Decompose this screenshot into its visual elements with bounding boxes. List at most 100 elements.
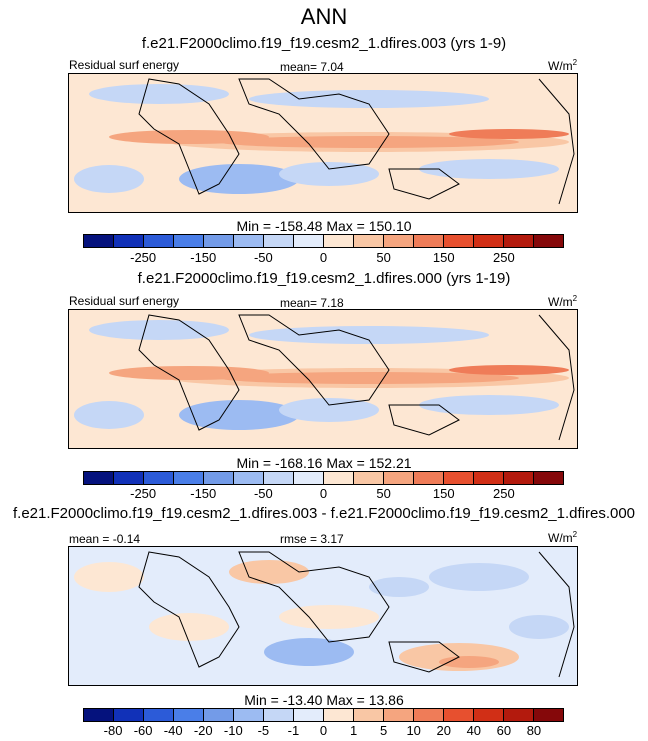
- colorbar-tick-label: -60: [133, 723, 153, 738]
- colorbar-tick-label: 0: [319, 250, 328, 265]
- panel3-units: W/m2: [548, 530, 578, 545]
- colorbar-tick-label: -150: [190, 486, 217, 501]
- colorbar-tick-label: -150: [190, 250, 217, 265]
- colorbar-swatch: [144, 472, 174, 484]
- colorbar-swatch: [234, 235, 264, 247]
- colorbar-swatch: [84, 472, 114, 484]
- colorbar-tick-label: -10: [223, 723, 243, 738]
- colorbar-tick-label: 20: [436, 723, 451, 738]
- colorbar-swatch: [114, 235, 144, 247]
- colorbar-swatch: [444, 472, 474, 484]
- colorbar-tick-label: -40: [163, 723, 183, 738]
- colorbar-tick-label: 50: [376, 486, 391, 501]
- panel1-mean: mean= 7.04: [280, 60, 344, 74]
- colorbar-swatch: [264, 235, 294, 247]
- colorbar-swatch: [144, 709, 174, 721]
- colorbar-swatch: [174, 472, 204, 484]
- colorbar-swatch: [504, 472, 534, 484]
- colorbar-tick-label: 5: [380, 723, 388, 738]
- panel2-colorbar: [83, 471, 564, 485]
- colorbar-swatch: [504, 709, 534, 721]
- panel2-minmax: Min = -168.16 Max = 152.21: [236, 455, 412, 471]
- panel1-left-label: Residual surf energy: [69, 58, 180, 72]
- colorbar-tick-label: 150: [432, 486, 455, 501]
- panel3-colorbar: [83, 708, 564, 722]
- colorbar-tick-label: 1: [349, 723, 358, 738]
- panel1-map: [68, 73, 578, 213]
- panel2-map: [68, 309, 578, 449]
- colorbar-swatch: [414, 709, 444, 721]
- colorbar-swatch: [84, 235, 114, 247]
- colorbar-swatch: [204, 472, 234, 484]
- colorbar-tick-label: -5: [257, 723, 270, 738]
- colorbar-tick-label: -1: [287, 723, 300, 738]
- colorbar-tick-label: -50: [253, 250, 273, 265]
- panel3-colorbar-ticks: -80 -60 -40 -20 -10 -5 -1 0 1 5 10 20 40 60 80: [83, 723, 564, 739]
- colorbar-swatch: [324, 472, 354, 484]
- colorbar-swatch: [114, 709, 144, 721]
- colorbar-tick-label: 80: [526, 723, 542, 738]
- panel1-case-title: f.e21.F2000climo.f19_f19.cesm2_1.dfires.…: [141, 35, 507, 52]
- panel2-colorbar-ticks: -250 -150 -50 0 50 150 250: [83, 486, 564, 502]
- panel3-map-svg: [69, 547, 577, 685]
- colorbar-tick-label: 50: [376, 250, 391, 265]
- colorbar-swatch: [324, 235, 354, 247]
- colorbar-swatch: [324, 709, 354, 721]
- colorbar-tick-label: 0: [319, 486, 328, 501]
- panel3-rmse: rmse = 3.17: [280, 532, 344, 546]
- colorbar-swatch: [294, 472, 324, 484]
- colorbar-swatch: [294, 709, 324, 721]
- colorbar-swatch: [234, 709, 264, 721]
- colorbar-tick-label: -250: [130, 250, 157, 265]
- panel2-left-label: Residual surf energy: [69, 294, 180, 308]
- panel1-minmax: Min = -158.48 Max = 150.10: [236, 218, 412, 234]
- panel1-colorbar-ticks: -250 -150 -50 0 50 150 250: [83, 250, 564, 266]
- colorbar-tick-label: -50: [253, 486, 273, 501]
- colorbar-swatch: [474, 709, 504, 721]
- colorbar-tick-label: 150: [432, 250, 455, 265]
- colorbar-swatch: [534, 709, 563, 721]
- colorbar-swatch: [144, 235, 174, 247]
- colorbar-swatch: [174, 709, 204, 721]
- panel3-case-title: f.e21.F2000climo.f19_f19.cesm2_1.dfires.…: [12, 505, 636, 522]
- colorbar-swatch: [444, 709, 474, 721]
- panel3-left-label: mean = -0.14: [69, 532, 141, 546]
- panel1-colorbar: [83, 234, 564, 248]
- colorbar-swatch: [534, 235, 563, 247]
- colorbar-swatch: [174, 235, 204, 247]
- colorbar-tick-label: 0: [319, 723, 328, 738]
- colorbar-tick-label: 250: [493, 250, 515, 265]
- colorbar-swatch: [384, 235, 414, 247]
- colorbar-swatch: [414, 235, 444, 247]
- panel1-map-svg: [69, 74, 577, 212]
- colorbar-tick-label: -250: [130, 486, 157, 501]
- panel1-units: W/m2: [548, 58, 578, 73]
- colorbar-tick-label: 10: [406, 723, 421, 738]
- colorbar-swatch: [504, 235, 534, 247]
- panel2-units: W/m2: [548, 294, 578, 309]
- colorbar-swatch: [84, 709, 114, 721]
- panel3-map: [68, 546, 578, 686]
- colorbar-swatch: [384, 709, 414, 721]
- panel2-map-svg: [69, 310, 577, 448]
- panel2-case-title: f.e21.F2000climo.f19_f19.cesm2_1.dfires.…: [137, 270, 511, 287]
- colorbar-swatch: [534, 472, 563, 484]
- colorbar-swatch: [354, 472, 384, 484]
- colorbar-tick-label: 40: [466, 723, 482, 738]
- colorbar-tick-label: 250: [493, 486, 515, 501]
- colorbar-swatch: [354, 235, 384, 247]
- colorbar-swatch: [474, 472, 504, 484]
- colorbar-swatch: [384, 472, 414, 484]
- panel2-mean: mean= 7.18: [280, 296, 344, 310]
- colorbar-swatch: [264, 472, 294, 484]
- colorbar-tick-label: -80: [103, 723, 123, 738]
- colorbar-swatch: [204, 709, 234, 721]
- panel3-minmax: Min = -13.40 Max = 13.86: [244, 692, 404, 708]
- colorbar-swatch: [234, 472, 264, 484]
- colorbar-swatch: [354, 709, 384, 721]
- colorbar-swatch: [444, 235, 474, 247]
- colorbar-swatch: [414, 472, 444, 484]
- colorbar-swatch: [294, 235, 324, 247]
- colorbar-swatch: [474, 235, 504, 247]
- colorbar-tick-label: -20: [193, 723, 213, 738]
